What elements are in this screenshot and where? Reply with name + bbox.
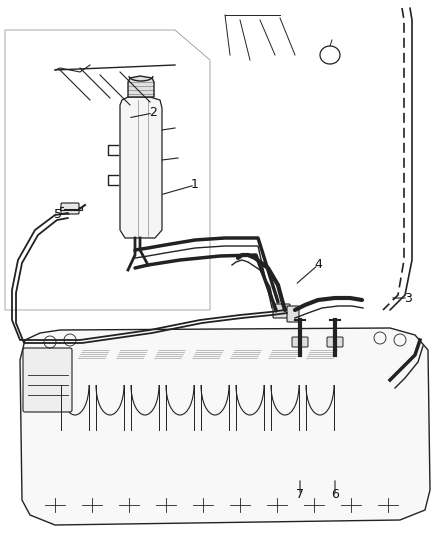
FancyBboxPatch shape <box>327 337 343 347</box>
Text: 1: 1 <box>191 179 199 191</box>
Text: 5: 5 <box>54 207 62 221</box>
Text: 3: 3 <box>404 292 412 304</box>
FancyBboxPatch shape <box>61 203 79 214</box>
Text: 4: 4 <box>314 259 322 271</box>
FancyBboxPatch shape <box>273 304 290 318</box>
Text: 7: 7 <box>296 489 304 502</box>
Polygon shape <box>128 76 154 97</box>
FancyBboxPatch shape <box>287 306 299 322</box>
Polygon shape <box>20 328 430 525</box>
Text: 6: 6 <box>331 489 339 502</box>
Polygon shape <box>120 97 162 238</box>
FancyBboxPatch shape <box>23 348 72 412</box>
FancyBboxPatch shape <box>292 337 308 347</box>
Text: 2: 2 <box>149 107 157 119</box>
